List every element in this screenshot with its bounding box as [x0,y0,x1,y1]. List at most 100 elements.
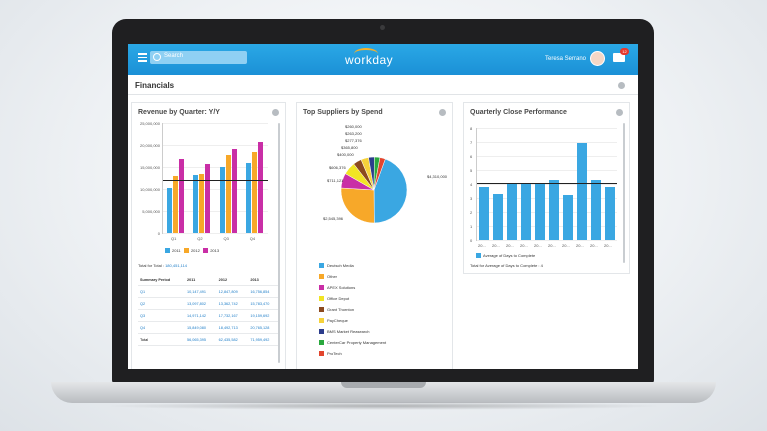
quarter-bar[interactable] [521,184,531,240]
table-cell[interactable]: 18,492,713 [216,321,249,334]
search-input[interactable]: Search [150,51,247,64]
table-cell: Total [138,333,186,346]
quarter-bar[interactable] [563,195,573,240]
bar-2013-Q3[interactable] [231,148,237,233]
table-cell[interactable]: 13,097,802 [185,297,217,310]
grid-line [477,226,617,227]
legend-2012: 2012 [183,248,200,254]
quarterly-scrollbar[interactable] [623,123,625,263]
revenue-legend: 2011 2012 2013 [165,248,219,254]
table-cell[interactable]: 10,147,491 [185,285,217,298]
table-header: 2012 [216,274,249,286]
revenue-scrollbar[interactable] [278,123,280,363]
table-cell[interactable]: 19,159,692 [248,309,280,322]
legend-item[interactable]: CenterCar Property Management [319,340,386,351]
revenue-card: Revenue by Quarter: Y/Y 25,000,000 20,000… [131,102,286,369]
legend-item[interactable]: Deutsch Media [319,263,386,274]
table-cell[interactable]: 14,971,142 [185,309,217,322]
bar-2011-Q1[interactable] [167,188,172,233]
user-name[interactable]: Teresa Serrano [545,56,587,62]
table-cell[interactable]: 62,435,582 [216,333,249,346]
quarter-bar[interactable] [493,193,503,240]
y-tick-label: 3 [470,196,473,201]
grid-line [477,170,617,171]
pie-slice-protech[interactable] [373,157,386,191]
suppliers-card: Top Suppliers by Spend $260,000 $263,200 $… [296,102,453,369]
table-row: Q3 14,971,142 17,732,167 19,159,692 [138,309,280,322]
revenue-gear-icon[interactable] [272,109,279,116]
table-cell[interactable]: 15,783,470 [248,297,280,310]
page-gear-icon[interactable] [618,82,625,89]
quarterly-legend: Average of Days to Complete [476,253,535,259]
table-cell[interactable]: 15,849,080 [185,321,217,334]
table-header: 2011 [185,274,217,286]
pie-slice-deutsch-media[interactable] [373,158,408,224]
table-row: Q2 13,097,802 13,362,742 15,783,470 [138,297,280,310]
legend-label: Deutsch Media [327,263,354,268]
table-cell[interactable]: Q3 [138,309,186,322]
legend-item[interactable]: BMS Market Reasearch [319,329,386,340]
legend-swatch [319,307,324,313]
table-cell[interactable]: 20,765,128 [248,321,280,334]
legend-item[interactable]: APEX Solutions [319,285,386,296]
quarter-bar[interactable] [549,179,559,240]
bar-2012-Q4[interactable] [251,151,257,233]
x-tick-label: 20... [548,243,556,248]
table-cell[interactable]: Q2 [138,297,186,310]
avatar[interactable] [590,51,605,66]
inbox-icon[interactable] [613,53,625,62]
bar-2011-Q3[interactable] [219,167,225,233]
quarter-bar[interactable] [479,186,489,240]
bar-2013-Q2[interactable] [205,163,211,233]
pie-slice-other[interactable] [340,187,375,224]
table-cell[interactable]: 17,732,167 [216,309,249,322]
quarter-bar[interactable] [535,184,545,240]
camera [380,25,385,30]
table-cell[interactable]: 13,362,742 [216,297,249,310]
bar-2012-Q3[interactable] [225,154,231,233]
y-tick-label: 25,000,000 [139,121,160,126]
legend-item[interactable]: PayCheque [319,318,386,329]
table-cell[interactable]: 16,756,854 [248,285,280,298]
table-header: Summary Period [138,274,186,286]
y-tick-label: 7 [470,140,473,145]
bar-2012-Q2[interactable] [199,174,205,233]
quarter-bar[interactable] [577,143,587,240]
quarterly-gear-icon[interactable] [616,109,623,116]
suppliers-gear-icon[interactable] [439,109,446,116]
legend-item[interactable]: Office Depot [319,296,386,307]
x-tick-label: 20... [520,243,528,248]
top-navigation-bar: Search workday Teresa Serrano 12 [128,44,638,75]
legend-item[interactable]: Other [319,274,386,285]
quarter-bar[interactable] [591,179,601,240]
table-header-row: Summary Period 2011 2012 2013 [138,274,280,286]
legend-swatch [319,329,324,335]
legend-item[interactable]: Grant Thornton [319,307,386,318]
table-cell[interactable]: 71,959,492 [248,333,280,346]
table-cell[interactable]: 12,847,809 [216,285,249,298]
x-tick-label: 20... [590,243,598,248]
table-cell[interactable]: 56,065,395 [185,333,217,346]
hamburger-menu-icon[interactable] [138,53,147,62]
bar-2013-Q1[interactable] [179,159,184,233]
bar-2012-Q1[interactable] [173,176,178,233]
bar-2011-Q4[interactable] [245,163,251,233]
y-tick-label: 8 [470,126,473,131]
notification-badge[interactable]: 12 [620,48,629,55]
table-cell[interactable]: Q4 [138,321,186,334]
workday-logo[interactable]: workday [345,53,394,67]
revenue-card-title: Revenue by Quarter: Y/Y [138,109,220,116]
table-cell[interactable]: Q1 [138,285,186,298]
x-tick-label: 20... [492,243,500,248]
y-tick-label: 1 [470,224,473,229]
bar-2013-Q4[interactable] [257,141,263,233]
quarter-bar[interactable] [507,184,517,240]
laptop-lid: Search workday Teresa Serrano 12 Financi… [112,19,654,384]
grid-line [477,212,617,213]
quarter-bar[interactable] [605,186,615,240]
legend-label: ProTech [327,351,342,356]
pie-label: $260,000 [345,124,362,129]
bar-2011-Q2[interactable] [193,175,199,233]
legend-item[interactable]: ProTech [319,351,386,362]
x-tick-label: 20... [506,243,514,248]
